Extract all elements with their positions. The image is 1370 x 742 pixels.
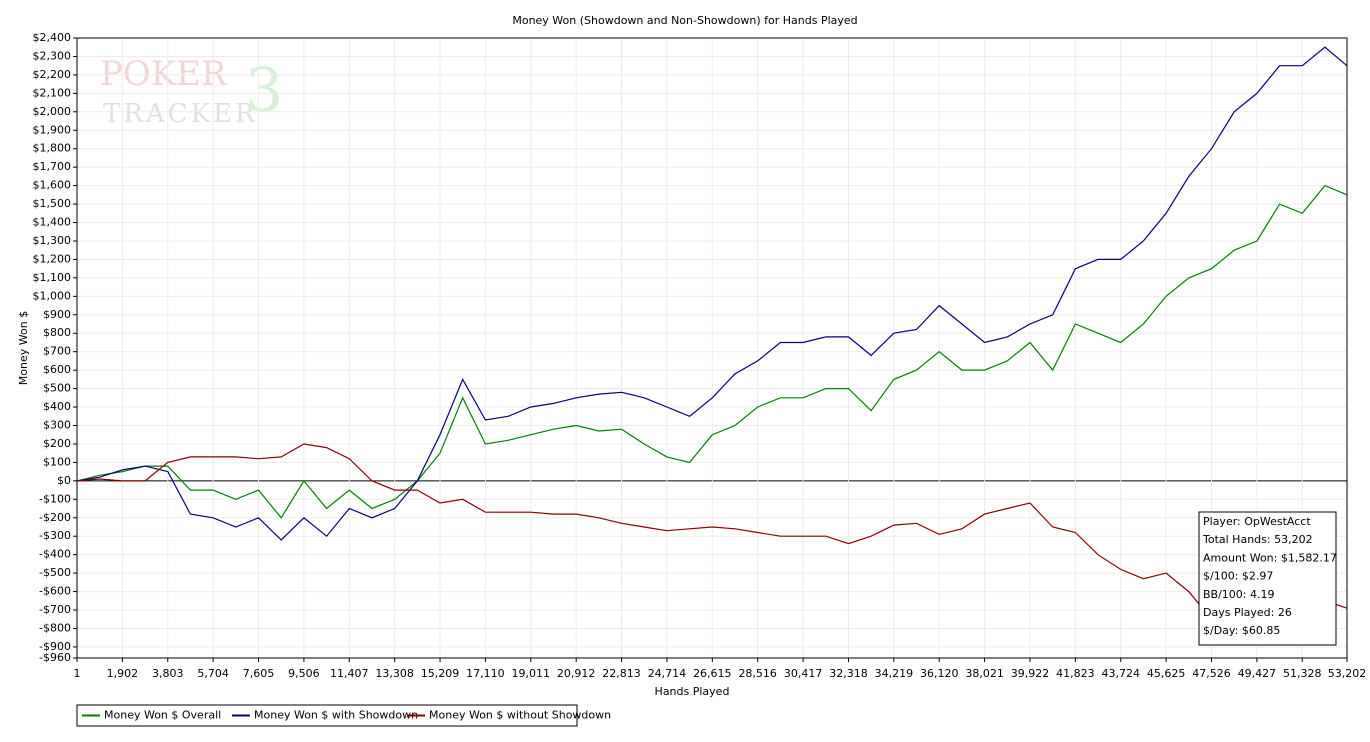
y-tick-label: $200 xyxy=(43,437,71,450)
x-tick-label: 43,724 xyxy=(1101,667,1140,680)
info-line: $/100: $2.97 xyxy=(1203,570,1273,583)
x-tick-label: 19,011 xyxy=(512,667,551,680)
y-tick-label: $2,200 xyxy=(33,68,72,81)
y-tick-label: -$500 xyxy=(39,566,71,579)
y-tick-label: $0 xyxy=(57,474,71,487)
y-tick-label: $2,400 xyxy=(33,31,72,44)
y-tick-label: $300 xyxy=(43,419,71,432)
y-tick-label: $700 xyxy=(43,345,71,358)
y-tick-label: -$960 xyxy=(39,651,71,664)
y-tick-label: -$800 xyxy=(39,621,71,634)
watermark-text: 3 xyxy=(245,56,283,126)
y-tick-label: -$900 xyxy=(39,640,71,653)
x-tick-label: 24,714 xyxy=(648,667,687,680)
x-tick-label: 51,328 xyxy=(1283,667,1322,680)
x-tick-label: 3,803 xyxy=(152,667,184,680)
legend-box xyxy=(76,704,578,727)
watermark-text: POKER xyxy=(100,54,228,94)
y-tick-label: $1,400 xyxy=(33,216,72,229)
info-line: BB/100: 4.19 xyxy=(1203,588,1275,601)
y-tick-label: -$100 xyxy=(39,492,71,505)
x-tick-label: 49,427 xyxy=(1238,667,1277,680)
x-tick-label: 30,417 xyxy=(784,667,823,680)
legend: Money Won $ Overall Money Won $ with Show… xyxy=(76,704,611,727)
y-tick-label: -$200 xyxy=(39,511,71,524)
x-tick-label: 38,021 xyxy=(965,667,1004,680)
x-tick-label: 32,318 xyxy=(829,667,868,680)
watermark: POKER TRACKER 3 xyxy=(100,54,283,129)
info-line: Days Played: 26 xyxy=(1203,606,1292,619)
y-tick-label: $600 xyxy=(43,363,71,376)
x-axis-label: Hands Played xyxy=(655,685,730,698)
y-tick-label: $2,000 xyxy=(33,105,72,118)
y-tick-label: $1,900 xyxy=(33,123,72,136)
y-tick-label: -$700 xyxy=(39,603,71,616)
x-tick-label: 1,902 xyxy=(107,667,139,680)
legend-label: Money Won $ Overall xyxy=(104,709,221,722)
x-tick-label: 17,110 xyxy=(466,667,505,680)
watermark-text: TRACKER xyxy=(103,99,258,129)
y-tick-label: $500 xyxy=(43,382,71,395)
x-tick-label: 53,202 xyxy=(1328,667,1367,680)
x-tick-label: 26,615 xyxy=(693,667,732,680)
x-tick-label: 34,219 xyxy=(875,667,914,680)
x-tick-label: 9,506 xyxy=(288,667,320,680)
plot-lines xyxy=(76,46,1348,630)
info-line: Total Hands: 53,202 xyxy=(1202,533,1313,546)
y-tick-label: $900 xyxy=(43,308,71,321)
y-tick-label: -$600 xyxy=(39,585,71,598)
series-line xyxy=(76,443,1348,630)
x-tick-label: 7,605 xyxy=(243,667,275,680)
y-tick-label: $1,200 xyxy=(33,252,72,265)
info-box-frame xyxy=(1198,511,1337,646)
x-tick-label: 47,526 xyxy=(1192,667,1231,680)
x-tick-label: 41,823 xyxy=(1056,667,1095,680)
grid xyxy=(73,37,1348,662)
y-tick-label: $1,600 xyxy=(33,179,72,192)
y-tick-label: $800 xyxy=(43,326,71,339)
info-box: Player: OpWestAcct Total Hands: 53,202 Amo… xyxy=(1198,511,1337,646)
series-line xyxy=(76,184,1348,519)
y-tick-label: $2,300 xyxy=(33,49,72,62)
x-tick-label: 36,120 xyxy=(920,667,959,680)
plot-frame xyxy=(76,37,1348,659)
y-tick-label: $1,500 xyxy=(33,197,72,210)
legend-label: Money Won $ without Showdown xyxy=(429,709,611,722)
x-tick-label: 22,813 xyxy=(602,667,641,680)
series-line xyxy=(76,46,1348,541)
legend-label: Money Won $ with Showdown xyxy=(254,709,418,722)
y-tick-label: $1,800 xyxy=(33,142,72,155)
x-tick-label: 1 xyxy=(74,667,81,680)
x-tick-label: 13,308 xyxy=(375,667,414,680)
y-tick-label: $1,000 xyxy=(33,289,72,302)
y-tick-label: -$400 xyxy=(39,548,71,561)
x-tick-label: 28,516 xyxy=(738,667,777,680)
y-tick-label: -$300 xyxy=(39,529,71,542)
y-tick-label: $100 xyxy=(43,455,71,468)
chart-title: Money Won (Showdown and Non-Showdown) fo… xyxy=(512,14,857,27)
y-tick-label: $400 xyxy=(43,400,71,413)
x-tick-label: 15,209 xyxy=(421,667,460,680)
y-tick-label: $1,300 xyxy=(33,234,72,247)
y-tick-label: $1,100 xyxy=(33,271,72,284)
info-line: Amount Won: $1,582.17 xyxy=(1203,551,1337,564)
x-tick-label: 45,625 xyxy=(1147,667,1186,680)
info-line: Player: OpWestAcct xyxy=(1203,515,1311,528)
x-tick-label: 5,704 xyxy=(197,667,229,680)
info-line: $/Day: $60.85 xyxy=(1203,624,1280,637)
y-axis-label: Money Won $ xyxy=(17,311,30,385)
y-tick-label: $1,700 xyxy=(33,160,72,173)
x-tick-label: 11,407 xyxy=(330,667,369,680)
y-tick-label: $2,100 xyxy=(33,86,72,99)
x-tick-label: 39,922 xyxy=(1011,667,1050,680)
x-tick-label: 20,912 xyxy=(557,667,596,680)
